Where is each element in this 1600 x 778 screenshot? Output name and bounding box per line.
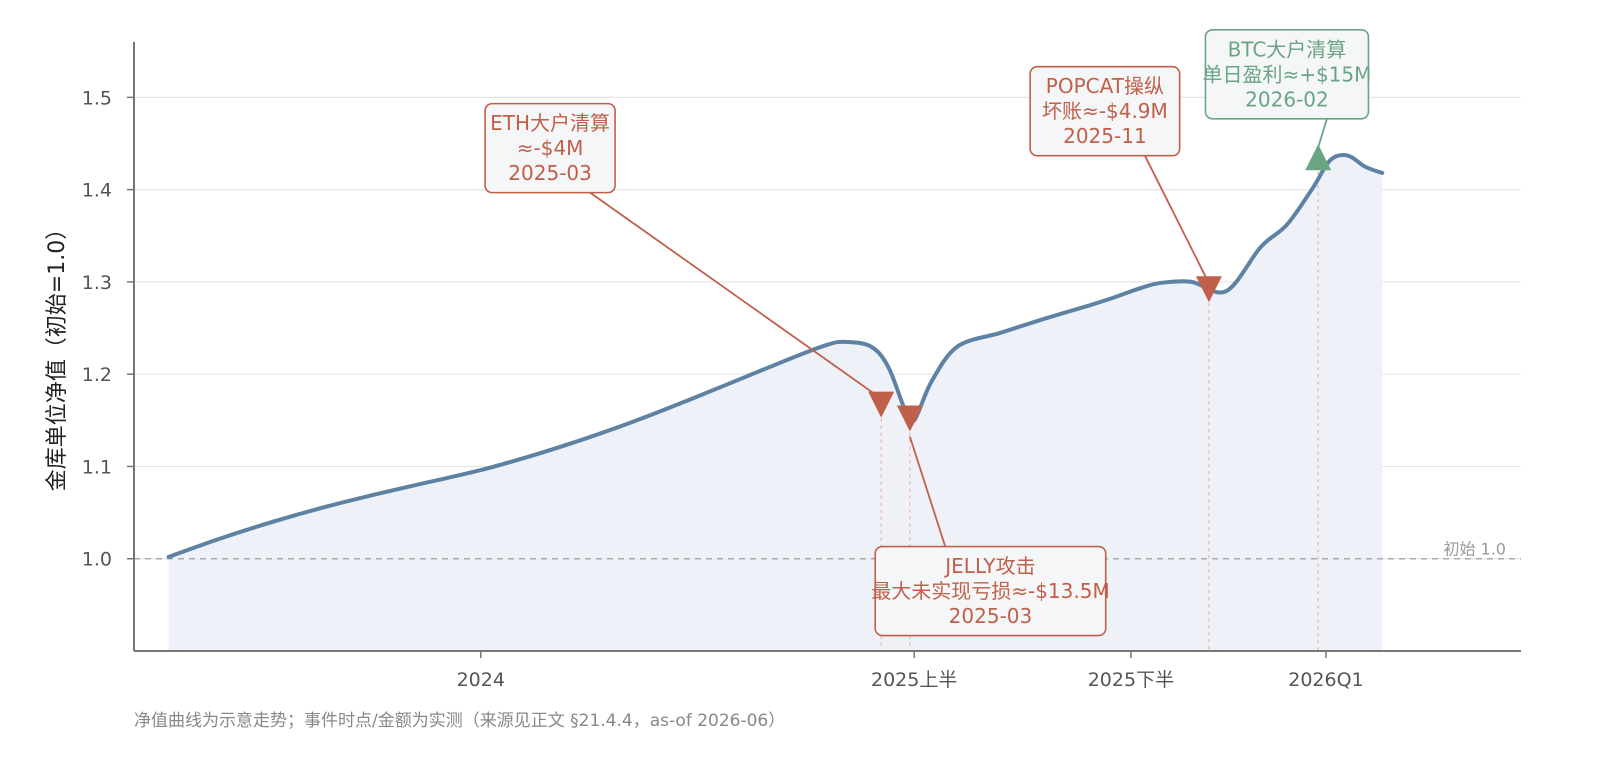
y-tick-label: 1.5 xyxy=(82,87,112,109)
footnote: 净值曲线为示意走势；事件时点/金额为实测（来源见正文 §21.4.4，as-of… xyxy=(134,711,785,731)
x-ticks: 2024 2025上半 2025下半 2026Q1 xyxy=(457,651,1364,691)
event-label-box xyxy=(874,545,1107,637)
event-label-box xyxy=(484,102,616,194)
y-tick-label: 1.2 xyxy=(82,364,112,386)
y-ticks: 1.0 1.1 1.2 1.3 1.4 1.5 xyxy=(82,87,134,571)
area-layer xyxy=(168,154,1383,651)
baseline-label: 初始 1.0 xyxy=(1443,540,1506,559)
x-tick-label: 2025下半 xyxy=(1088,669,1174,691)
event-label-line: POPCAT操纵 xyxy=(1046,74,1164,98)
nav-area-fill xyxy=(168,154,1383,651)
axes xyxy=(133,42,1521,652)
event-label-line: 单日盈利≈+$15M xyxy=(1202,62,1371,86)
y-tick-label: 1.1 xyxy=(82,456,112,478)
gain-event-marker xyxy=(1305,144,1332,171)
event-connector xyxy=(589,191,882,400)
event-label-line: 最大未实现亏损≈-$13.5M xyxy=(871,579,1110,603)
event-label-line: ETH大户清算 xyxy=(490,111,610,135)
event-label-box xyxy=(1029,65,1181,157)
x-tick-label: 2025上半 xyxy=(871,669,957,691)
y-tick-label: 1.3 xyxy=(82,272,112,294)
y-tick-label: 1.0 xyxy=(82,549,112,571)
event-label-line: 2025-03 xyxy=(949,604,1033,628)
loss-event-marker xyxy=(868,391,895,418)
loss-event-marker xyxy=(1195,276,1222,303)
event-label-line: 坏账≈-$4.9M xyxy=(1042,99,1168,123)
event-connector xyxy=(908,436,947,547)
event-label-line: BTC大户清算 xyxy=(1228,37,1347,61)
event-connector xyxy=(1144,155,1210,284)
event-label-line: 2025-11 xyxy=(1063,124,1147,148)
y-axis-label: 金库单位净值（初始=1.0） xyxy=(45,218,70,491)
event-label-box xyxy=(1204,28,1370,120)
baseline-layer: 初始 1.0 xyxy=(134,540,1521,560)
event-label-line: 2026-02 xyxy=(1245,87,1329,111)
loss-event-marker xyxy=(896,405,923,432)
x-tick-label: 2024 xyxy=(457,669,505,691)
event-label-line: 2025-03 xyxy=(508,161,592,185)
event-label-line: ≈-$4M xyxy=(517,136,584,160)
x-tick-label: 2026Q1 xyxy=(1288,669,1363,691)
event-label-line: JELLY攻击 xyxy=(943,554,1035,578)
event-annotations: ETH大户清算≈-$4M2025-03JELLY攻击最大未实现亏损≈-$13.5… xyxy=(484,28,1371,637)
event-connector xyxy=(1317,118,1328,148)
y-tick-label: 1.4 xyxy=(82,180,112,202)
